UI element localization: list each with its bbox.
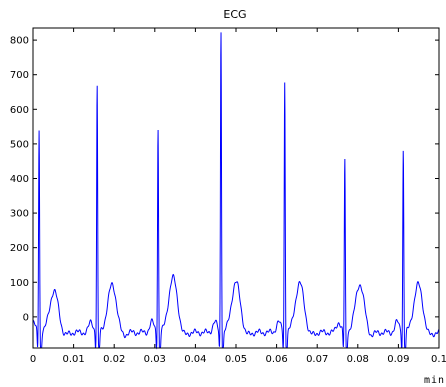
ecg-series-line — [32, 32, 440, 350]
y-tick-label: 200 — [10, 243, 29, 254]
chart-title: ECG — [223, 8, 246, 21]
y-tick-label: 800 — [10, 36, 29, 47]
y-tick-label: 100 — [10, 278, 29, 289]
y-tick-label: 0 — [23, 312, 29, 323]
x-tick-label: 0 — [30, 354, 36, 365]
x-tick-label: 0.02 — [103, 354, 125, 365]
y-tick-label: 400 — [10, 174, 29, 185]
x-tick-label: 0.01 — [62, 354, 84, 365]
x-tick-label: 0.09 — [387, 354, 409, 365]
x-tick-label: 0.03 — [144, 354, 166, 365]
x-tick-label: 0.05 — [225, 354, 247, 365]
y-axis: 0 100 200 300 400 500 600 700 800 — [10, 36, 439, 323]
x-tick-label: 0.06 — [265, 354, 287, 365]
y-tick-label: 500 — [10, 139, 29, 150]
x-tick-label: 0.1 — [431, 354, 446, 365]
x-tick-label: 0.07 — [306, 354, 328, 365]
y-tick-label: 300 — [10, 209, 29, 220]
y-tick-label: 600 — [10, 105, 29, 116]
y-tick-label: 700 — [10, 70, 29, 81]
x-tick-label: 0.04 — [184, 354, 206, 365]
x-axis-label: min — [424, 375, 445, 386]
x-tick-label: 0.08 — [347, 354, 369, 365]
x-axis: 0 0.01 0.02 0.03 0.04 0.05 0.06 0.07 0.08 0.09 0.1 — [30, 28, 446, 365]
plot-area — [33, 28, 439, 348]
